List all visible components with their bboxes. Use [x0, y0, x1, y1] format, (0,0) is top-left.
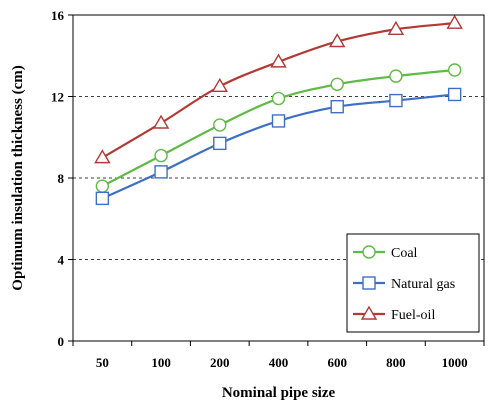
- series-fuel-oil: [94, 14, 463, 164]
- x-tick-label: 800: [386, 355, 406, 370]
- data-point-fuel-oil: [270, 53, 287, 68]
- y-tick-label: 4: [58, 253, 65, 268]
- legend-item-natural-gas: Natural gas: [353, 276, 455, 292]
- series-coal: [95, 63, 462, 193]
- y-tick-label: 16: [51, 8, 65, 23]
- legend-label: Natural gas: [391, 277, 455, 292]
- data-point-natural-gas: [389, 93, 403, 108]
- data-point-fuel-oil: [152, 114, 170, 129]
- y-axis-ticks: 0 4 8 12 16: [51, 8, 73, 349]
- y-tick-label: 0: [58, 334, 65, 349]
- x-tick-label: 50: [96, 355, 109, 370]
- x-tick-label: 100: [151, 355, 171, 370]
- data-point-coal: [389, 69, 403, 83]
- data-point-natural-gas: [447, 87, 462, 102]
- data-point-coal: [447, 63, 462, 77]
- legend-label: Fuel-oil: [391, 308, 435, 323]
- series-natural-gas: [95, 87, 462, 206]
- data-point-coal: [330, 77, 344, 91]
- data-point-coal: [154, 148, 168, 163]
- legend-item-fuel-oil: Fuel-oil: [353, 305, 435, 323]
- y-axis-title: Optimum insulation thickness (cm): [10, 65, 26, 290]
- legend-marker-coal: [362, 245, 376, 259]
- x-axis-ticks: 50 100 200 400 600 800 1000: [72, 341, 485, 370]
- series-line-natural-gas: [101, 93, 455, 200]
- x-tick-label: 1000: [442, 355, 468, 370]
- data-point-coal: [95, 179, 110, 193]
- legend: Coal Natural gas Fuel-oil: [346, 233, 480, 333]
- data-point-fuel-oil: [328, 33, 346, 48]
- x-tick-label: 600: [327, 355, 347, 370]
- legend-item-coal: Coal: [353, 245, 418, 261]
- data-point-natural-gas: [154, 165, 168, 179]
- legend-marker-natural-gas: [362, 276, 376, 290]
- x-axis-title: Nominal pipe size: [222, 385, 336, 401]
- data-point-natural-gas: [330, 99, 344, 114]
- data-point-coal: [213, 118, 227, 132]
- data-point-fuel-oil: [211, 77, 229, 93]
- data-point-natural-gas: [213, 136, 227, 151]
- data-point-fuel-oil: [94, 149, 111, 164]
- data-point-fuel-oil: [387, 20, 405, 35]
- legend-label: Coal: [391, 246, 418, 261]
- data-point-natural-gas: [271, 114, 286, 128]
- legend-marker-fuel-oil: [360, 305, 378, 320]
- data-point-coal: [271, 91, 286, 106]
- x-tick-label: 400: [269, 355, 289, 370]
- y-tick-label: 8: [58, 171, 65, 186]
- data-point-fuel-oil: [446, 14, 463, 29]
- y-tick-label: 12: [51, 90, 64, 105]
- series-line-fuel-oil: [101, 22, 455, 159]
- data-point-natural-gas: [95, 191, 110, 206]
- x-tick-label: 200: [210, 355, 230, 370]
- series-layer: [94, 14, 463, 206]
